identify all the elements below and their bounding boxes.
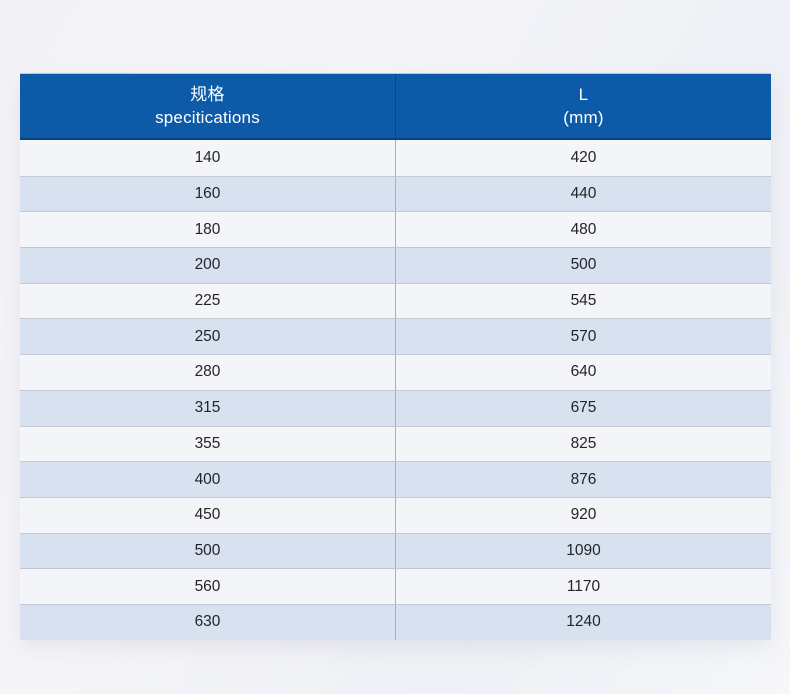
spec-value-cell: 200 (194, 256, 221, 274)
spec-value-cell: 560 (194, 577, 221, 595)
length-value-cell: 545 (395, 283, 771, 319)
spec-value-cell: 355 (194, 434, 221, 452)
length-value-cell: 500 (395, 248, 771, 283)
table-header-row: 规格 specitications L (mm) (20, 73, 771, 140)
table-row: 630 1240 (20, 603, 771, 640)
table-row: 315 675 (20, 389, 771, 426)
length-value-cell: 825 (395, 426, 771, 462)
length-value-cell: 420 (395, 140, 771, 176)
header-cell-specifications: 规格 specitications (20, 74, 395, 138)
table-body: 140 420 160 440 180 480 200 500 225 545 … (20, 140, 771, 640)
table-row: 200 500 (20, 247, 771, 283)
table-row: 450 920 (20, 496, 771, 533)
table-row: 250 570 (20, 318, 771, 355)
length-value-cell: 480 (395, 212, 771, 248)
spec-value-cell: 140 (194, 148, 221, 166)
table-row: 500 1090 (20, 532, 771, 569)
spec-value-cell: 160 (194, 185, 221, 203)
spec-value-cell: 500 (194, 541, 221, 559)
spec-value-cell: 250 (194, 327, 221, 345)
table-row: 180 480 (20, 211, 771, 248)
length-value-cell: 640 (395, 355, 771, 390)
specification-table: 规格 specitications L (mm) 140 420 160 440… (20, 73, 771, 640)
spec-value-cell: 315 (194, 399, 221, 417)
length-value-cell: 675 (395, 390, 771, 426)
header-length-unit-label: (mm) (563, 108, 604, 127)
length-value-cell: 920 (395, 497, 771, 533)
spec-value-cell: 280 (194, 363, 221, 381)
length-value-cell: 876 (395, 462, 771, 497)
spec-value-cell: 180 (194, 220, 221, 238)
length-value-cell: 570 (395, 319, 771, 355)
length-value-cell: 1240 (395, 604, 771, 640)
table-row: 225 545 (20, 282, 771, 319)
header-specifications-en-label: specitications (155, 108, 260, 127)
table-row: 400 876 (20, 461, 771, 497)
table-row: 355 825 (20, 425, 771, 462)
table-row: 140 420 (20, 140, 771, 176)
table-row: 280 640 (20, 354, 771, 390)
length-value-cell: 440 (395, 176, 771, 212)
header-cell-length: L (mm) (395, 74, 771, 138)
header-length-symbol-label: L (578, 85, 589, 104)
length-value-cell: 1090 (395, 533, 771, 569)
header-specifications-cn-label: 规格 (190, 85, 225, 104)
spec-value-cell: 225 (194, 292, 221, 310)
spec-value-cell: 450 (194, 506, 221, 524)
table-row: 160 440 (20, 175, 771, 212)
spec-value-cell: 630 (194, 613, 221, 631)
spec-value-cell: 400 (194, 470, 221, 488)
length-value-cell: 1170 (395, 569, 771, 604)
table-row: 560 1170 (20, 568, 771, 604)
